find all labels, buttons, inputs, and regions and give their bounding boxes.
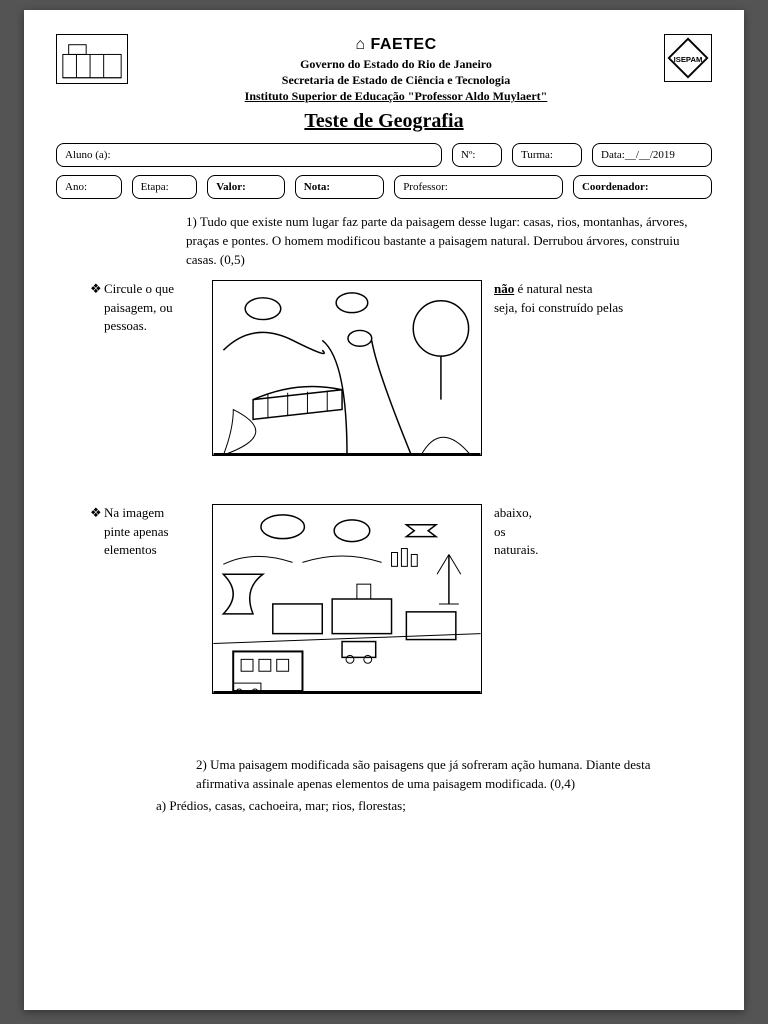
q1b-left-text: ❖Na imagem pinte apenas elementos	[90, 504, 200, 561]
institute-line: Instituto Superior de Educação "Professo…	[138, 88, 654, 104]
content-body: 1) Tudo que existe num lugar faz parte d…	[56, 213, 712, 816]
q1a-left-text: ❖Circule o que paisagem, ou pessoas.	[90, 280, 200, 337]
q1-text: Tudo que existe num lugar faz parte da p…	[186, 214, 687, 267]
worksheet-page: ⌂ FAETEC Governo do Estado do Rio de Jan…	[24, 10, 744, 1010]
header-text: ⌂ FAETEC Governo do Estado do Rio de Jan…	[138, 34, 654, 104]
field-etapa[interactable]: Etapa:	[132, 175, 198, 199]
header: ⌂ FAETEC Governo do Estado do Rio de Jan…	[56, 34, 712, 104]
gov-line-2: Secretaria de Estado de Ciência e Tecnol…	[138, 72, 654, 88]
field-row-1: Aluno (a): Nº: Turma: Data:__/__/2019	[56, 143, 712, 167]
field-ano[interactable]: Ano:	[56, 175, 122, 199]
gov-line-1: Governo do Estado do Rio de Janeiro	[138, 56, 654, 72]
field-nota[interactable]: Nota:	[295, 175, 384, 199]
field-turma[interactable]: Turma:	[512, 143, 582, 167]
question-2: 2) Uma paisagem modificada são paisagens…	[186, 756, 698, 817]
q2-number: 2)	[196, 757, 207, 772]
field-aluno[interactable]: Aluno (a):	[56, 143, 442, 167]
brand-name: ⌂ FAETEC	[138, 34, 654, 56]
field-numero[interactable]: Nº:	[452, 143, 502, 167]
field-coordenador[interactable]: Coordenador:	[573, 175, 712, 199]
q1a-right-text: não é natural nesta seja, foi construído…	[494, 280, 644, 318]
q1-part-a: ❖Circule o que paisagem, ou pessoas.	[90, 280, 698, 456]
bullet-icon: ❖	[90, 504, 104, 523]
field-data[interactable]: Data:__/__/2019	[592, 143, 712, 167]
brand-icon: ⌂	[355, 36, 365, 53]
q2-text: Uma paisagem modificada são paisagens qu…	[196, 757, 650, 791]
logo-left-icon	[56, 34, 128, 84]
field-row-2: Ano: Etapa: Valor: Nota: Professor: Coor…	[56, 175, 712, 199]
q1-part-b: ❖Na imagem pinte apenas elementos	[90, 504, 698, 694]
field-valor[interactable]: Valor:	[207, 175, 285, 199]
page-title: Teste de Geografia	[56, 110, 712, 133]
logo-right-icon: ISEPAM	[664, 34, 712, 82]
image-2-city	[212, 504, 482, 694]
q1b-right-text: abaixo, os naturais.	[494, 504, 644, 561]
q2-option-a: a) Prédios, casas, cachoeira, mar; rios,…	[156, 797, 698, 816]
image-1-landscape	[212, 280, 482, 456]
bullet-icon: ❖	[90, 280, 104, 299]
svg-text:ISEPAM: ISEPAM	[674, 55, 703, 64]
q1-number: 1)	[186, 214, 197, 229]
field-professor[interactable]: Professor:	[394, 175, 563, 199]
question-1: 1) Tudo que existe num lugar faz parte d…	[186, 213, 698, 270]
